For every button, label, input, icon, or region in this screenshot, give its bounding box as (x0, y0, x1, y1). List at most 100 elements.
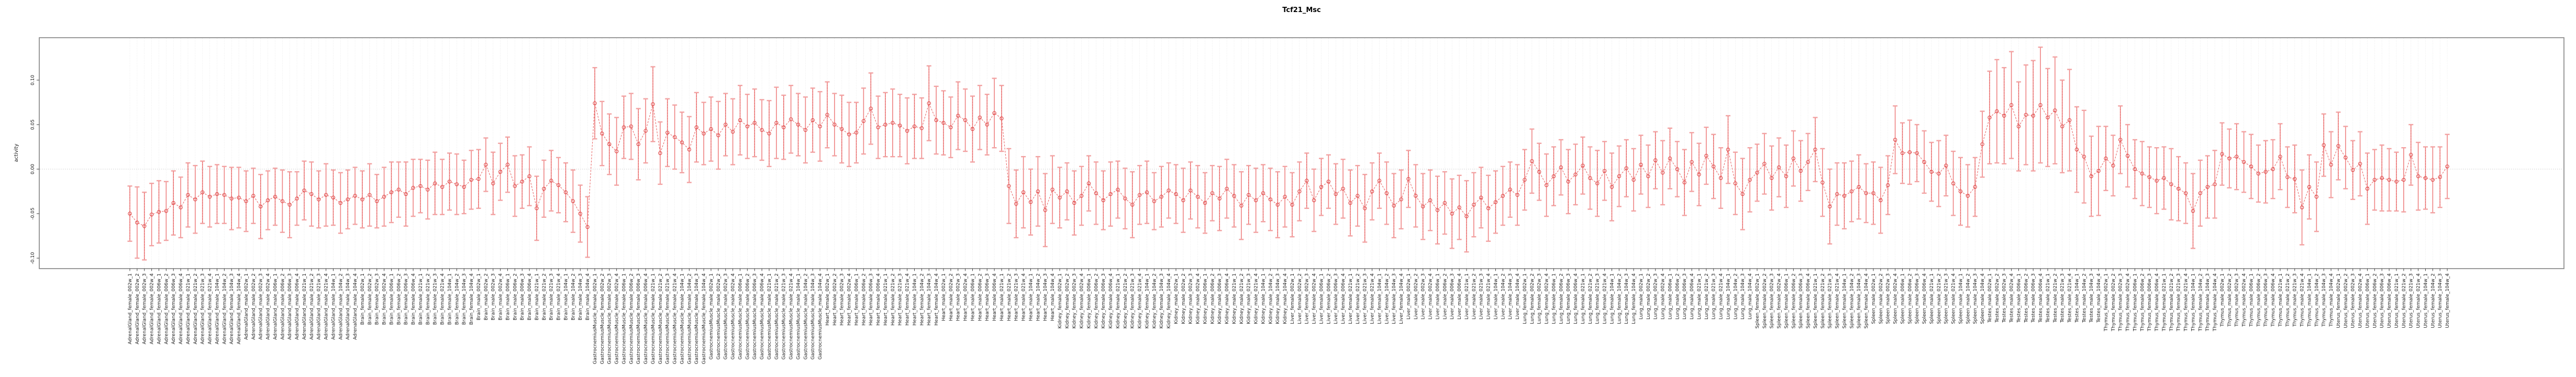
x-tick-label: Brain_female_002w_3 (375, 273, 380, 325)
data-point (2197, 159, 2203, 227)
data-point (1871, 161, 1876, 225)
x-tick-label: Thymus_male_021w_4 (2300, 273, 2305, 327)
data-point (527, 146, 532, 206)
x-tick-label: Lung_female_104w_2 (1617, 273, 1622, 324)
x-tick-label: Liver_male_006w_2 (1442, 273, 1448, 319)
data-point (1050, 155, 1055, 224)
point-marker (1806, 160, 1810, 164)
x-tick-label: Brain_female_021w_4 (440, 273, 446, 325)
data-point (2125, 124, 2130, 188)
x-tick-label: Spleen_female_006w_2 (1791, 273, 1796, 329)
point-marker (1007, 184, 1011, 188)
data-point (2103, 126, 2108, 191)
x-tick-label: Lung_female_006w_3 (1566, 273, 1571, 324)
point-marker (803, 128, 808, 132)
data-point (491, 151, 496, 215)
data-point (476, 149, 481, 209)
x-tick-label: Testes_male_021w_2 (2053, 273, 2058, 323)
point-marker (593, 101, 597, 105)
x-tick-label: GastrocnemiusMuscle_male_021w_4 (789, 273, 794, 360)
point-marker (1602, 169, 1607, 173)
point-marker (665, 130, 670, 135)
data-point (905, 97, 910, 164)
point-marker (1457, 205, 1461, 209)
point-marker (1319, 185, 1324, 189)
point-marker (2125, 153, 2130, 158)
data-point (1057, 167, 1062, 229)
point-marker (171, 201, 175, 205)
x-tick-label: Liver_male_006w_3 (1450, 273, 1455, 319)
point-marker (1886, 183, 1890, 187)
point-marker (2082, 154, 2086, 159)
data-point (1457, 174, 1462, 240)
point-marker (2213, 182, 2217, 186)
x-tick-label: GastrocnemiusMuscle_female_006w_4 (643, 273, 649, 364)
data-point (2241, 131, 2247, 193)
data-point (1515, 164, 1520, 226)
data-point (599, 101, 605, 167)
point-marker (2256, 171, 2261, 176)
point-marker (1181, 198, 1185, 203)
point-marker (331, 195, 336, 200)
data-point (956, 81, 961, 150)
x-tick-label: Thymus_male_002w_1 (2220, 273, 2225, 327)
data-point (2139, 141, 2145, 206)
x-tick-label: Spleen_male_002w_4 (1893, 273, 1898, 324)
data-point (1420, 173, 1426, 240)
point-marker (1189, 188, 1193, 193)
x-tick-label: Lung_female_002w_3 (1537, 273, 1542, 324)
x-tick-label: Thymus_male_002w_3 (2235, 273, 2240, 327)
point-marker (1261, 191, 1265, 195)
point-marker (2133, 167, 2137, 171)
data-point (1413, 164, 1418, 228)
data-point (1537, 142, 1542, 201)
x-tick-label: Liver_female_104w_3 (1392, 273, 1397, 324)
point-marker (382, 195, 386, 199)
x-tick-label: GastrocnemiusMuscle_female_021w_1 (651, 273, 656, 364)
x-tick-label: Heart_female_006w_1 (854, 273, 859, 326)
x-tick-label: Brain_male_104w_4 (585, 273, 591, 320)
data-point (578, 184, 583, 243)
point-marker (1697, 172, 1701, 176)
point-marker (2278, 154, 2282, 159)
x-tick-label: Kidney_female_002w_2 (1065, 273, 1070, 328)
point-marker (1776, 165, 1781, 170)
x-tick-label: Lung_female_002w_4 (1545, 273, 1550, 324)
x-tick-label: Liver_male_006w_1 (1435, 273, 1440, 319)
data-point (977, 84, 982, 150)
data-point (1362, 174, 1368, 243)
point-marker (149, 213, 154, 217)
point-marker (1595, 181, 1600, 185)
point-marker (2249, 164, 2253, 169)
x-tick-label: Heart_male_006w_2 (978, 273, 983, 321)
point-marker (1879, 198, 1883, 203)
data-point (1565, 149, 1571, 215)
point-marker (1508, 187, 1512, 192)
x-tick-label: AdrenalGland_female_104w_1 (215, 273, 220, 345)
point-marker (1624, 166, 1628, 170)
point-marker (433, 181, 437, 185)
data-point (360, 170, 365, 229)
point-marker (229, 196, 234, 201)
x-tick-label: Heart_female_021w_2 (891, 273, 896, 326)
data-point (1878, 167, 1883, 234)
data-point (1849, 160, 1854, 223)
point-marker (476, 177, 481, 181)
data-point (418, 159, 423, 214)
point-marker (651, 102, 655, 106)
x-tick-label: Kidney_male_002w_4 (1196, 273, 1201, 324)
point-marker (1290, 203, 1294, 207)
point-marker (600, 131, 604, 136)
data-point (2234, 123, 2239, 191)
data-point (2423, 146, 2428, 210)
data-point (352, 167, 358, 225)
data-point (1021, 156, 1026, 229)
point-marker (1523, 178, 1527, 182)
data-point (912, 93, 917, 159)
x-tick-label: Thymus_female_104w_3 (2205, 273, 2211, 331)
data-point (1304, 152, 1309, 209)
point-marker (273, 195, 277, 199)
data-point (1435, 175, 1440, 245)
data-point (309, 161, 314, 227)
x-tick-label: Testes_male_002w_2 (1995, 273, 2000, 323)
